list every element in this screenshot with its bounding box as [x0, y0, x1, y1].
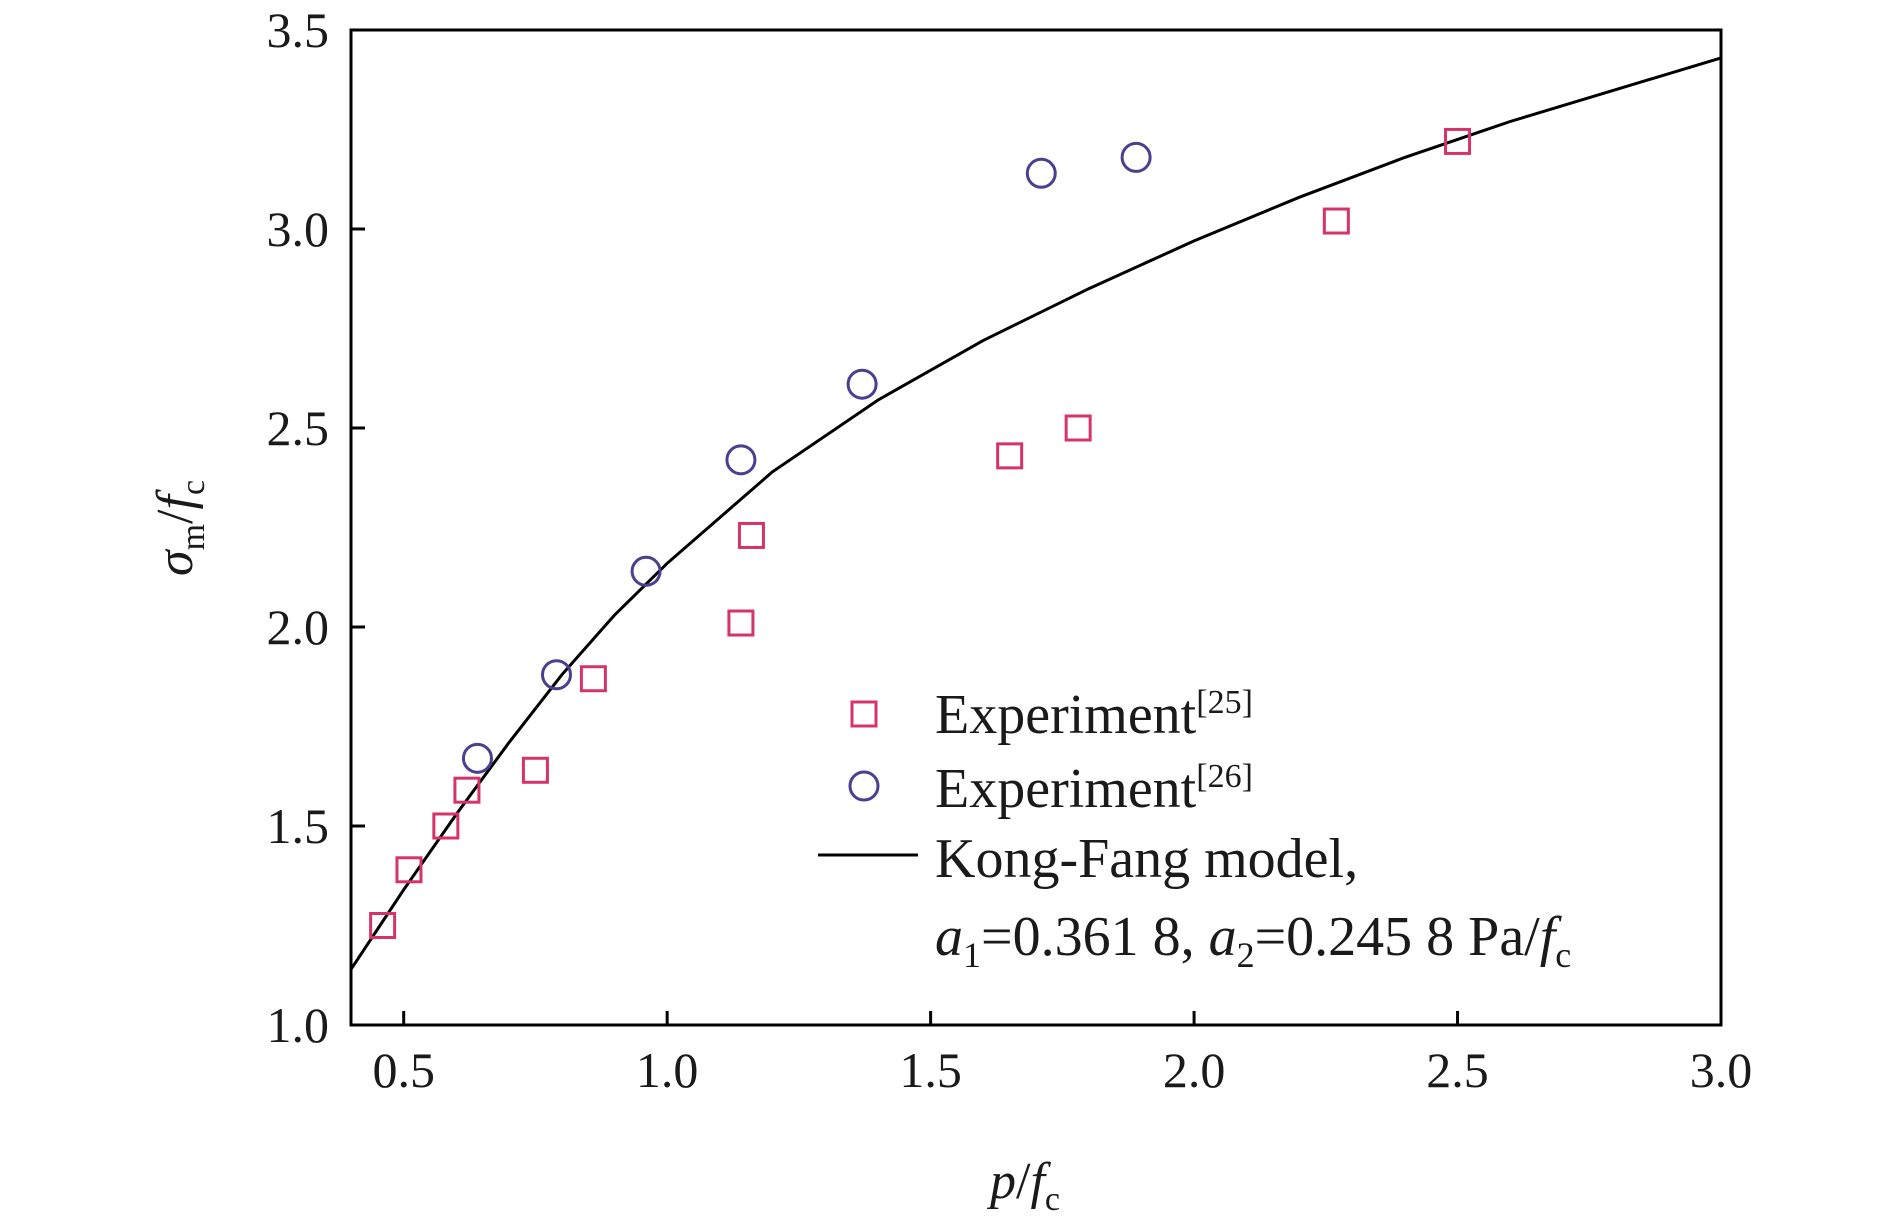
x-tick-label: 2.5: [1426, 1042, 1489, 1098]
exp25-point: [369, 912, 397, 939]
model-curve: [349, 56, 1722, 971]
exp26-point: [846, 368, 878, 400]
exp25-point: [432, 812, 460, 840]
x-axis-label: p/fc: [986, 1153, 1060, 1218]
x-tick-label: 0.5: [372, 1042, 435, 1098]
x-axis-sub: c: [1045, 1181, 1060, 1218]
x-tick-label: 1.0: [636, 1042, 699, 1098]
legend-marker-exp26: [848, 770, 880, 802]
y-tick-label: 1.5: [267, 798, 330, 854]
y-axis-sub-c: c: [175, 480, 212, 495]
x-axis-var: p: [986, 1153, 1016, 1210]
y-tick-label: 3.0: [267, 201, 330, 257]
exp26-point: [725, 444, 757, 476]
y-tick-label: 2.0: [267, 599, 330, 655]
exp26-point: [630, 555, 662, 587]
legend-marker-exp25: [850, 700, 878, 728]
legend-model-params: a1=0.361 8, a2=0.245 8 Pa/fc: [935, 906, 1571, 975]
exp25-point: [579, 665, 607, 693]
legend-label-exp25: Experiment[25]: [935, 684, 1253, 746]
legend-label-model: Kong-Fang model,: [935, 828, 1358, 890]
exp25-point: [727, 609, 755, 637]
exp25-point: [737, 521, 765, 549]
exp25-point: [1322, 207, 1350, 235]
exp25-point: [521, 756, 549, 784]
axis-ticks: [351, 28, 1723, 1027]
exp25-point: [1444, 127, 1472, 155]
data-markers: [369, 127, 1472, 939]
tick-labels: 0.5 1.0 1.5 2.0 2.5 3.0 1.0 1.5 2.0 2.5 3.0 3.5: [267, 2, 1753, 1098]
x-tick-label: 3.0: [1690, 1042, 1753, 1098]
y-axis-sub-m: m: [175, 524, 212, 550]
exp25-point: [1064, 414, 1092, 442]
y-axis-slash: /: [147, 509, 204, 524]
x-axis-slash: /: [1016, 1153, 1031, 1210]
exp26-point: [461, 742, 493, 774]
y-axis-label: σm/fc: [147, 480, 212, 576]
x-tick-label: 2.0: [1163, 1042, 1226, 1098]
x-tick-label: 1.5: [899, 1042, 962, 1098]
y-tick-label: 1.0: [267, 997, 330, 1053]
exp25-point: [453, 776, 481, 804]
y-tick-label: 2.5: [267, 400, 330, 456]
exp26-point: [1025, 157, 1057, 189]
legend-label-exp26: Experiment[26]: [935, 758, 1253, 820]
exp26-point: [541, 659, 572, 691]
exp25-point: [395, 856, 423, 884]
y-axis-sigma: σ: [147, 548, 204, 576]
exp26-point: [1120, 141, 1152, 173]
plot-frame: [349, 28, 1723, 1027]
exp25-point: [996, 442, 1024, 470]
y-tick-label: 3.5: [267, 2, 330, 58]
legend: Experiment[25] Experiment[26] Kong-Fang …: [818, 684, 1571, 975]
